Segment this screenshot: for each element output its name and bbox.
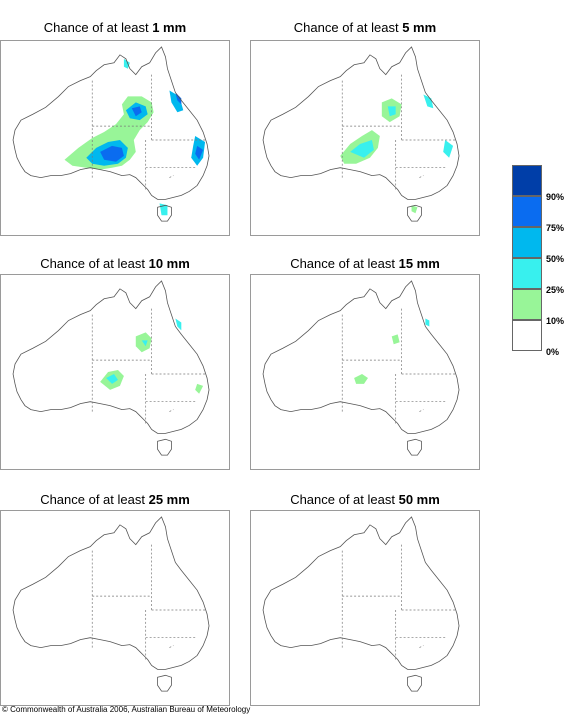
title-amount: 10 mm [148, 256, 190, 271]
title-amount: 1 mm [152, 20, 187, 35]
australia-map [262, 516, 460, 692]
rainfall-probability-area [100, 145, 124, 162]
rainfall-probability-area [391, 334, 400, 345]
rainfall-probability-area [159, 203, 168, 216]
title-amount: 25 mm [148, 492, 190, 507]
tasmania-coastline [157, 674, 172, 692]
rainfall-probability-area [141, 340, 148, 347]
state-border [169, 175, 174, 178]
panel-title-15mm: Chance of at least 15 mm [250, 256, 480, 271]
legend-swatch-75 [512, 196, 542, 227]
title-prefix: Chance of at least [40, 256, 145, 271]
legend-label-0: 0% [546, 347, 560, 357]
panel-title-1mm: Chance of at least 1 mm [0, 20, 230, 35]
state-border [169, 409, 174, 412]
rainfall-probability-area [350, 139, 374, 158]
title-prefix: Chance of at least [40, 492, 145, 507]
legend-swatch-0 [512, 320, 542, 351]
legend-label-25: 25% [546, 285, 565, 295]
map-panel-5mm [250, 40, 480, 236]
australia-map [12, 280, 210, 456]
title-prefix: Chance of at least [290, 492, 395, 507]
legend-swatch-90 [512, 165, 542, 196]
rainfall-probability-area [411, 205, 418, 214]
legend-label-50: 50% [546, 254, 565, 264]
australia-map [12, 516, 210, 692]
australia-map [262, 280, 460, 456]
title-prefix: Chance of at least [293, 20, 399, 35]
state-border [169, 645, 174, 648]
tasmania-coastline [407, 438, 422, 456]
tasmania-coastline [157, 204, 172, 222]
rainfall-probability-area [175, 318, 182, 331]
state-border [419, 645, 424, 648]
rainfall-probability-area [195, 383, 204, 394]
legend-swatch-25 [512, 258, 542, 289]
tasmania-coastline [407, 204, 422, 222]
tasmania-coastline [407, 674, 422, 692]
panel-title-25mm: Chance of at least 25 mm [0, 492, 230, 507]
state-border [419, 175, 424, 178]
panel-title-5mm: Chance of at least 5 mm [250, 20, 480, 35]
tasmania-coastline [157, 438, 172, 456]
rainfall-probability-area [195, 145, 204, 160]
rainfall-probability-area [175, 92, 182, 105]
state-border [419, 409, 424, 412]
title-prefix: Chance of at least [290, 256, 395, 271]
legend-label-10: 10% [546, 316, 565, 326]
panel-title-10mm: Chance of at least 10 mm [0, 256, 230, 271]
title-amount: 50 mm [398, 492, 440, 507]
legend-swatch-10 [512, 289, 542, 320]
australia-map [12, 46, 210, 222]
legend-label-75: 75% [546, 223, 565, 233]
australia-coastline [262, 280, 460, 434]
title-amount: 5 mm [402, 20, 437, 35]
rainfall-probability-area [387, 106, 396, 117]
map-panel-1mm [0, 40, 230, 236]
map-panel-25mm [0, 510, 230, 706]
rainfall-probability-area [169, 90, 184, 113]
legend-swatch-50 [512, 227, 542, 258]
rainfall-probability-area [131, 106, 142, 117]
copyright-notice: © Commonwealth of Australia 2006, Austra… [2, 705, 251, 714]
australia-coastline [12, 46, 210, 200]
australia-coastline [12, 280, 210, 434]
map-panel-50mm [250, 510, 480, 706]
australia-coastline [262, 516, 460, 670]
map-panel-15mm [250, 274, 480, 470]
australia-coastline [12, 516, 210, 670]
rainfall-probability-area [123, 58, 130, 69]
rainfall-probability-area [354, 373, 368, 384]
rainfall-probability-area [443, 139, 454, 158]
panel-title-50mm: Chance of at least 50 mm [250, 492, 480, 507]
title-amount: 15 mm [398, 256, 440, 271]
legend-label-90: 90% [546, 192, 565, 202]
australia-map [262, 46, 460, 222]
rainfall-probability-area [425, 318, 430, 327]
rainfall-probability-area [423, 94, 434, 109]
title-prefix: Chance of at least [43, 20, 149, 35]
australia-coastline [262, 46, 460, 200]
map-panel-10mm [0, 274, 230, 470]
